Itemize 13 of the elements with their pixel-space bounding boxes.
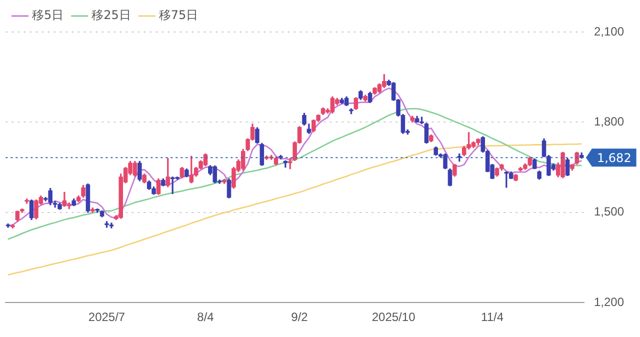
y-tick-label: 1,500 (594, 204, 624, 219)
y-tick-label: 1,800 (594, 114, 624, 129)
y-tick-label: 2,100 (594, 24, 624, 38)
x-tick-label: 9/2 (291, 310, 308, 324)
x-tick-label: 8/4 (197, 310, 214, 324)
legend-label: 移75日 (158, 8, 198, 22)
x-tick-label: 11/4 (481, 310, 504, 324)
x-tick-label: 2025/7 (88, 310, 126, 324)
x-tick-label: 2025/10 (372, 310, 416, 324)
ref-line-label: 1,682 (596, 150, 632, 165)
y-tick-label: 1,200 (594, 294, 624, 309)
legend-label: 移25日 (92, 8, 131, 22)
legend-label: 移5日 (32, 8, 64, 22)
